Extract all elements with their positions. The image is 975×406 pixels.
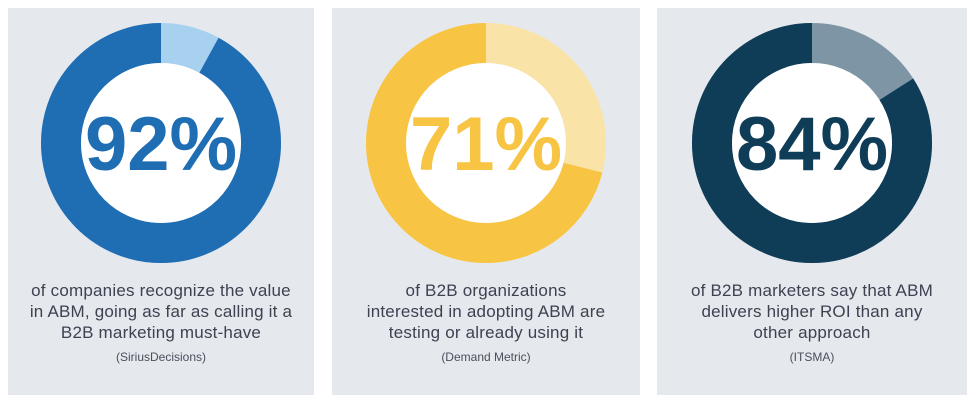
stat-description-1: of companies recognize the value in ABM,… <box>29 281 293 342</box>
stat-source-1: (SiriusDecisions) <box>115 350 207 364</box>
stat-caption-1: of companies recognize the value in ABM,… <box>18 280 304 365</box>
stat-description-2: of B2B organizations interested in adopt… <box>366 281 606 342</box>
stat-source-2: (Demand Metric) <box>441 350 531 364</box>
stat-card-1: 92% of companies recognize the value in … <box>8 8 314 395</box>
stat-caption-3: of B2B marketers say that ABM delivers h… <box>667 280 957 365</box>
stat-description-3: of B2B marketers say that ABM delivers h… <box>690 281 933 342</box>
donut-percent-label-1: 92% <box>85 102 237 187</box>
donut-chart-1: 92% <box>41 23 281 263</box>
donut-percent-label-2: 71% <box>410 102 562 187</box>
donut-value-arc-3 <box>692 23 932 263</box>
donut-chart-2: 71% <box>366 23 606 263</box>
stat-card-2: 71% of B2B organizations interested in a… <box>332 8 640 395</box>
donut-center-3 <box>732 63 892 223</box>
donut-percent-label-3: 84% <box>736 102 888 187</box>
donut-chart-3: 84% <box>692 23 932 263</box>
stat-card-3: 84% of B2B marketers say that ABM delive… <box>657 8 967 395</box>
stat-source-3: (ITSMA) <box>789 350 835 364</box>
donut-value-arc-2 <box>366 23 606 263</box>
donut-center-1 <box>81 63 241 223</box>
donut-value-arc-1 <box>41 23 281 263</box>
stat-caption-2: of B2B organizations interested in adopt… <box>342 280 630 365</box>
donut-center-2 <box>406 63 566 223</box>
